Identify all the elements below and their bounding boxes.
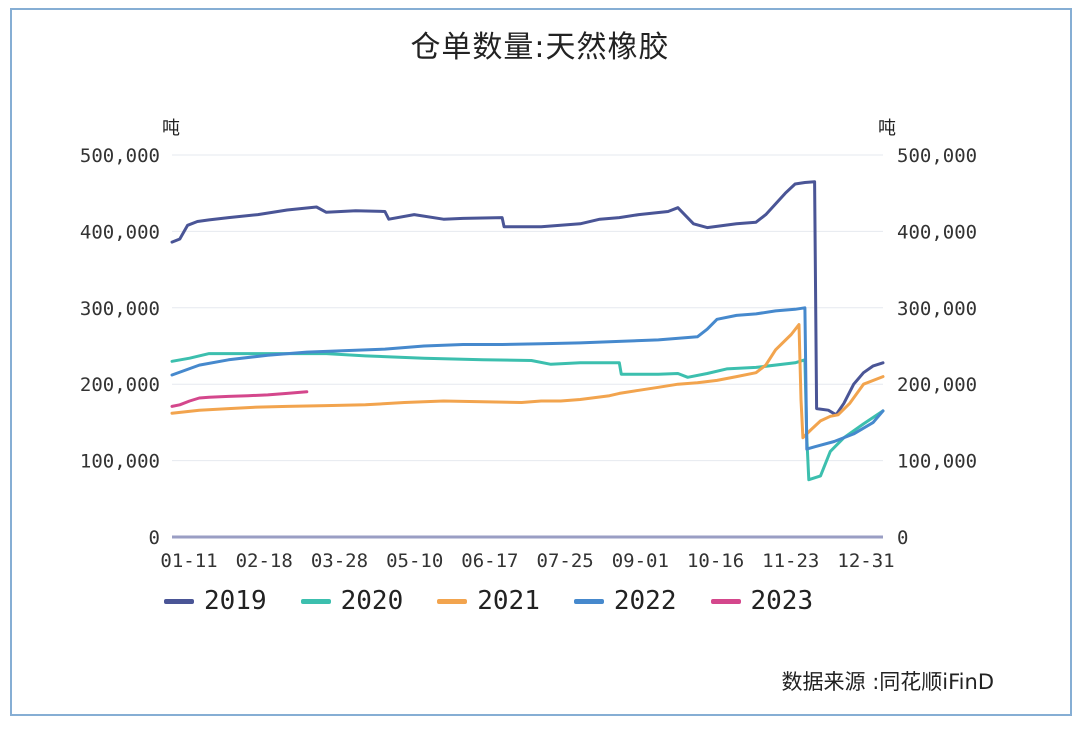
y-tick-label-right: 0: [897, 527, 908, 549]
left-axis-unit: 吨: [162, 118, 180, 139]
source-note: 数据来源 :同花顺iFinD: [781, 670, 994, 694]
x-tick-label: 05-10: [386, 550, 443, 572]
x-tick-label: 10-16: [687, 550, 744, 572]
series-line-2020: [170, 352, 885, 482]
x-tick-label: 12-31: [837, 550, 894, 572]
y-tick-label-right: 100,000: [897, 451, 977, 473]
legend-item-2020: 2020: [300, 586, 404, 616]
x-tick-label: 03-28: [311, 550, 368, 572]
legend-swatch: [300, 598, 331, 604]
x-tick-label: 01-11: [160, 550, 217, 572]
x-axis: 01-11 02-18 03-28 05-10 06-17 07-25 09-01 10-16…: [160, 550, 894, 572]
legend-swatch: [437, 598, 468, 604]
y-tick-label-right: 500,000: [897, 145, 977, 167]
legend-swatch: [710, 598, 741, 604]
chart-title: 仓单数量:天然橡胶: [410, 30, 670, 65]
legend-label: 2022: [613, 586, 677, 616]
legend-item-2019: 2019: [164, 586, 267, 616]
right-y-axis: 0 100,000 200,000 300,000 400,000 500,000: [897, 145, 977, 549]
series-line-2019: [170, 180, 885, 417]
y-tick-label-left: 300,000: [80, 298, 160, 320]
legend-item-2023: 2023: [710, 586, 814, 616]
series-line-2022: [170, 306, 885, 451]
legend: 2019 2020 2021 2022 2023: [164, 586, 813, 616]
x-tick-label: 07-25: [537, 550, 594, 572]
legend-swatch: [573, 598, 604, 604]
x-tick-label: 11-23: [762, 550, 819, 572]
y-tick-label-left: 500,000: [80, 145, 160, 167]
legend-label: 2020: [340, 586, 404, 616]
y-tick-label-left: 100,000: [80, 451, 160, 473]
legend-label: 2021: [477, 586, 540, 616]
series-line-2023: [170, 390, 309, 408]
x-tick-label: 09-01: [612, 550, 669, 572]
y-tick-label-left: 200,000: [80, 374, 160, 396]
legend-swatch: [164, 598, 194, 604]
gridlines: [172, 154, 883, 462]
legend-label: 2023: [750, 586, 814, 616]
legend-label: 2019: [204, 586, 267, 616]
series-lines: [170, 180, 885, 482]
left-y-axis: 0 100,000 200,000 300,000 400,000 500,000: [80, 145, 160, 549]
x-tick-label: 02-18: [236, 550, 293, 572]
y-tick-label-right: 300,000: [897, 298, 977, 320]
right-axis-unit: 吨: [878, 118, 896, 139]
y-tick-label-right: 200,000: [897, 374, 977, 396]
x-tick-label: 06-17: [461, 550, 518, 572]
series-line-2021: [170, 323, 885, 440]
y-tick-label-left: 400,000: [80, 221, 160, 243]
legend-item-2022: 2022: [573, 586, 677, 616]
legend-item-2021: 2021: [437, 586, 540, 616]
y-tick-label-right: 400,000: [897, 221, 977, 243]
y-tick-label-left: 0: [149, 527, 160, 549]
